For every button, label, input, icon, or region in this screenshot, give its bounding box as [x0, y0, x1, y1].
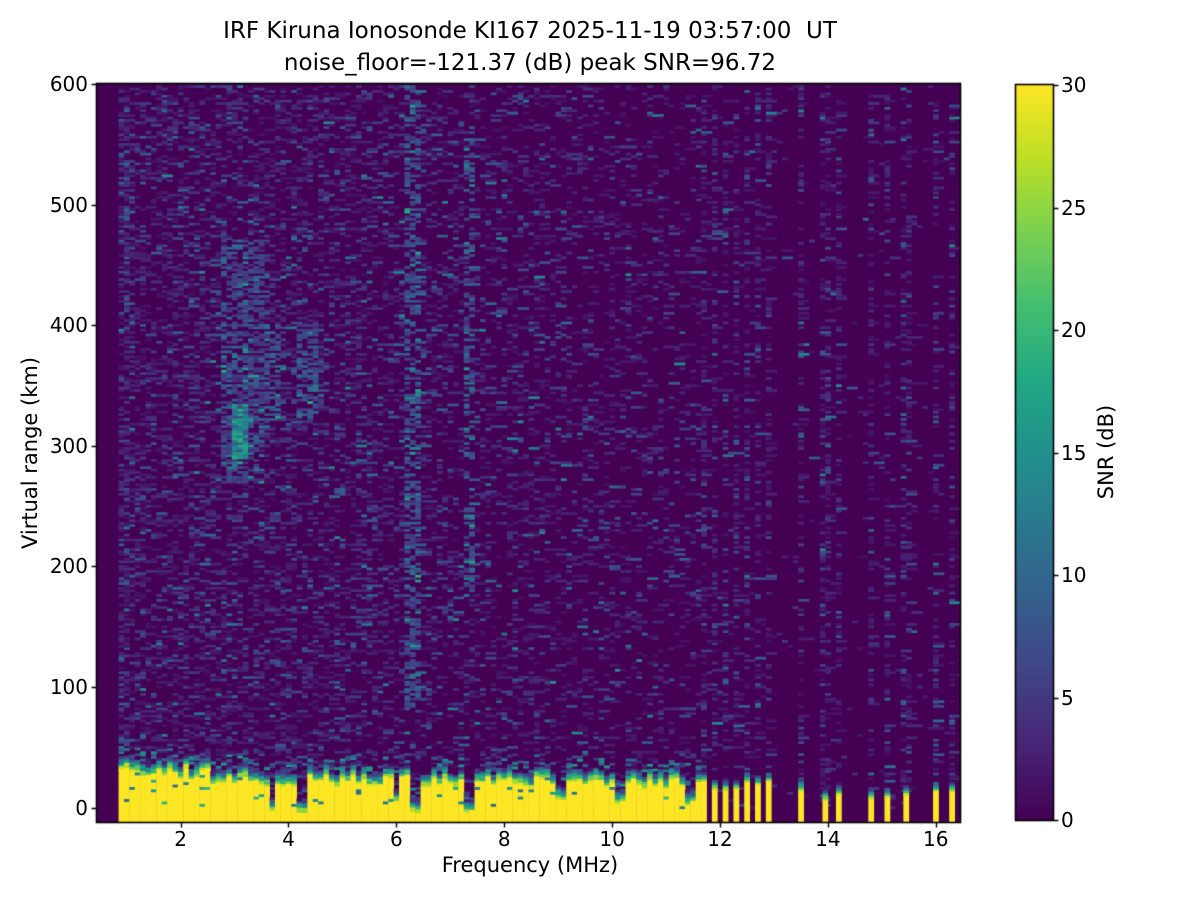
chart-subtitle: noise_floor=-121.37 (dB) peak SNR=96.72: [283, 50, 777, 76]
colorbar-tick-label-15: 15: [1061, 440, 1087, 465]
y-tick-label-200: 200: [49, 554, 88, 579]
colorbar-tick-label-25: 25: [1061, 195, 1087, 220]
x-tick-label-4: 4: [282, 827, 295, 851]
y-tick-label-600: 600: [49, 72, 88, 96]
x-axis-label: Frequency (MHz): [441, 853, 619, 877]
y-tick-label-100: 100: [49, 674, 88, 699]
y-tick-label-300: 300: [49, 433, 88, 458]
y-tick-label-400: 400: [49, 313, 88, 338]
x-tick-label-12: 12: [707, 827, 733, 851]
x-tick-label-10: 10: [599, 827, 625, 851]
chart-title: IRF Kiruna Ionosonde KI167 2025-11-19 03…: [223, 18, 837, 44]
x-tick-label-16: 16: [922, 827, 949, 851]
colorbar-tick-label-10: 10: [1061, 563, 1087, 587]
colorbar-tick-label-20: 20: [1061, 318, 1087, 342]
y-tick-label-500: 500: [49, 192, 88, 217]
x-tick-label-6: 6: [389, 827, 403, 851]
colorbar-tick-label-0: 0: [1061, 808, 1074, 832]
x-tick-label-2: 2: [174, 827, 187, 851]
colorbar-tick-label-30: 30: [1061, 73, 1087, 97]
y-tick-label-0: 0: [75, 795, 88, 820]
colorbar-tick-label-5: 5: [1061, 685, 1074, 710]
x-tick-label-14: 14: [815, 827, 841, 851]
x-tick-label-8: 8: [497, 827, 511, 851]
